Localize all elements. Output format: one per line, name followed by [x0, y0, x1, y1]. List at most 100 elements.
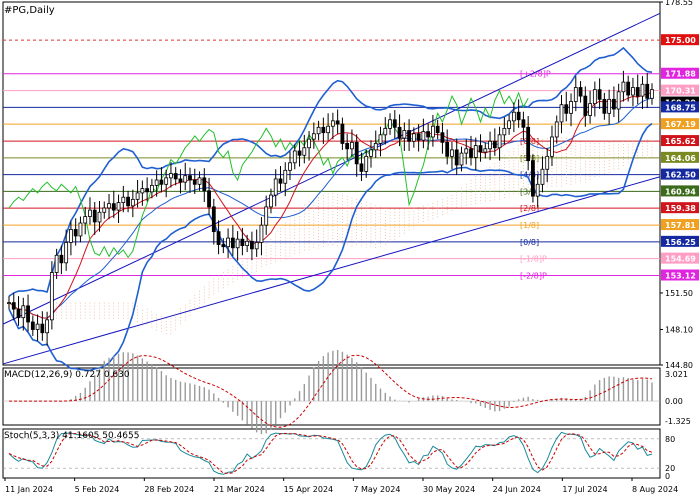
candle-body-81	[392, 119, 397, 128]
price-tag-7: 164.06	[665, 154, 696, 163]
candle-body-69	[335, 120, 340, 125]
candle-body-135	[650, 89, 654, 99]
candle-body-48	[235, 238, 240, 249]
candle-body-98	[473, 145, 478, 158]
candle-body-80	[388, 119, 392, 129]
x-tick-label-7: 24 Jun 2024	[493, 485, 541, 494]
candle-body-30	[149, 184, 154, 193]
candle-body-42	[207, 190, 211, 208]
price-tag-bg-13	[661, 252, 699, 264]
panel-border-1	[2, 367, 661, 426]
price-tag-bg-7	[661, 151, 699, 163]
candle-body-123	[592, 89, 597, 105]
candle-body-83	[402, 130, 407, 139]
price-tag-14: 153.12	[665, 272, 696, 281]
candle-body-111	[535, 183, 540, 197]
candle-body-59	[288, 162, 292, 171]
candle-body-37	[183, 175, 188, 183]
price-tag-5: 167.19	[665, 120, 696, 129]
candle-body-40	[197, 177, 202, 185]
candle-body-77	[373, 143, 378, 151]
candle-body-64	[311, 133, 316, 140]
candle-body-49	[240, 238, 245, 247]
candle-body-63	[307, 138, 311, 149]
x-tick-label-4: 15 Apr 2024	[284, 485, 333, 494]
price-tag-11: 157.81	[665, 221, 696, 230]
candle-body-1	[11, 302, 16, 310]
candle-body-92	[445, 141, 450, 157]
candle-body-104	[502, 127, 507, 136]
candle-body-10	[54, 254, 59, 273]
candle-body-46	[226, 237, 230, 248]
candle-body-47	[230, 237, 235, 249]
candle-body-128	[616, 91, 621, 110]
candle-body-35	[173, 173, 178, 180]
candle-body-58	[283, 169, 288, 184]
price-tag-12: 156.25	[665, 238, 696, 247]
murrey-label-10: [0/8]	[520, 238, 539, 247]
candle-body-66	[321, 126, 326, 134]
x-tick-label-0: 11 Jan 2024	[5, 485, 53, 494]
candle-body-73	[354, 141, 359, 165]
price-tag-1: 171.88	[665, 70, 696, 79]
stoch-main-line	[8, 431, 653, 475]
candle-body-5	[30, 321, 35, 330]
candle-body-97	[469, 148, 473, 158]
candle-body-72	[350, 141, 354, 150]
candle-body-124	[597, 89, 602, 100]
moving-average	[8, 92, 653, 319]
candle-body-100	[483, 148, 488, 153]
price-tag-bg-8	[661, 168, 699, 180]
price-tag-8: 162.50	[665, 171, 696, 180]
x-tick-label-6: 30 May 2024	[423, 485, 475, 494]
candle-body-91	[440, 132, 445, 143]
stoch-tick-label-2: 0	[665, 472, 670, 481]
candle-body-108	[521, 119, 526, 128]
candle-body-132	[635, 87, 640, 97]
murrey-label-7: [3/8]	[520, 187, 539, 196]
macd-signal-line	[9, 354, 653, 428]
price-tag-bg-6	[661, 135, 699, 147]
candle-body-112	[540, 168, 545, 185]
candle-body-93	[450, 149, 454, 157]
candle-body-115	[554, 121, 559, 138]
candle-body-119	[573, 87, 578, 102]
candle-body-106	[511, 111, 516, 122]
candle-body-107	[516, 111, 521, 121]
candle-body-56	[273, 178, 278, 196]
candle-body-134	[645, 83, 650, 99]
candle-body-78	[378, 134, 383, 144]
candle-body-105	[507, 120, 512, 129]
candle-body-96	[464, 148, 469, 154]
price-tag-13: 154.69	[665, 255, 696, 264]
candle-body-61	[297, 150, 302, 156]
candle-body-121	[583, 95, 588, 116]
murrey-label-12: [-2/8]P	[520, 272, 547, 281]
candle-body-74	[359, 163, 364, 172]
candle-body-103	[497, 134, 502, 149]
candle-body-131	[631, 87, 635, 96]
x-tick-label-2: 28 Feb 2024	[144, 485, 194, 494]
candle-body-129	[621, 81, 626, 93]
murrey-label-11: [-1/8]P	[520, 255, 547, 264]
candle-body-6	[35, 323, 40, 330]
candle-body-50	[245, 240, 250, 247]
price-tag-bg-10	[661, 202, 699, 214]
channel-lower	[2, 176, 661, 365]
stoch-tick-label-1: 20	[665, 464, 675, 473]
murrey-label-0: [+2/8]P	[520, 70, 551, 79]
candle-body-22	[111, 203, 116, 211]
candle-body-102	[492, 140, 497, 149]
candle-body-75	[364, 155, 369, 172]
price-tag-bg-1	[661, 67, 699, 79]
macd-tick-label-1: 0.00	[665, 397, 683, 406]
candle-body-2	[16, 308, 21, 319]
candle-body-38	[188, 175, 192, 181]
candle-body-8	[45, 319, 50, 334]
bollinger-lower	[8, 122, 653, 372]
panel-border-2	[2, 428, 661, 479]
candle-body-24	[121, 196, 126, 203]
candle-body-14	[73, 229, 78, 237]
